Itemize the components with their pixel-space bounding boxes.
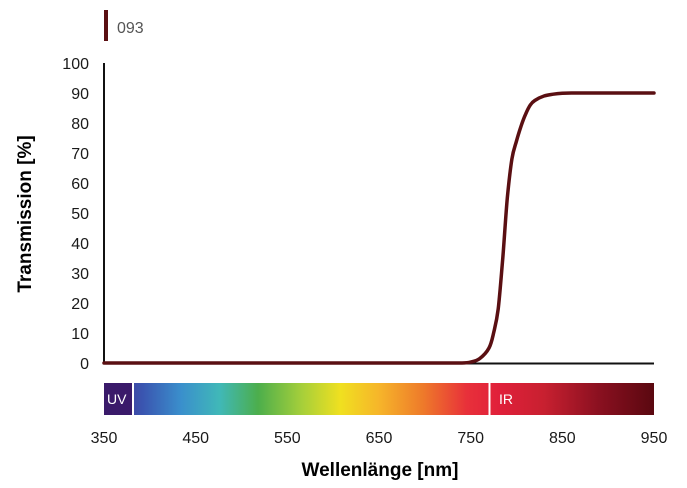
y-tick-label: 30 (71, 266, 89, 283)
spectrum-bar: UV IR (104, 383, 654, 415)
x-tick-label: 950 (641, 430, 668, 447)
uv-label: UV (107, 391, 127, 407)
y-tick-label: 90 (71, 86, 89, 103)
x-tick-label: 350 (91, 430, 118, 447)
x-tick-label: 450 (182, 430, 209, 447)
y-tick-label: 60 (71, 176, 89, 193)
series-layer (102, 91, 656, 365)
y-tick-label: 100 (62, 56, 89, 73)
x-tick-label: 750 (457, 430, 484, 447)
y-tick-labels: 0 10 20 30 40 50 60 70 80 90 100 (62, 56, 89, 373)
x-tick-label: 850 (549, 430, 576, 447)
y-tick-label: 70 (71, 146, 89, 163)
legend-label: 093 (117, 20, 144, 37)
y-tick-label: 80 (71, 116, 89, 133)
y-axis-title: Transmission [%] (15, 135, 36, 292)
spectrum-gradient (104, 383, 654, 415)
x-tick-labels: 350 450 550 650 750 850 950 (91, 430, 668, 447)
x-tick-label: 650 (366, 430, 393, 447)
uv-region (104, 383, 133, 415)
series-line-093 (102, 91, 656, 365)
ir-label: IR (499, 391, 513, 407)
y-tick-label: 10 (71, 326, 89, 343)
y-tick-label: 40 (71, 236, 89, 253)
y-tick-label: 20 (71, 296, 89, 313)
x-tick-label: 550 (274, 430, 301, 447)
y-tick-label: 0 (80, 356, 89, 373)
x-axis-title: Wellenlänge [nm] (302, 460, 459, 481)
y-tick-label: 50 (71, 206, 89, 223)
